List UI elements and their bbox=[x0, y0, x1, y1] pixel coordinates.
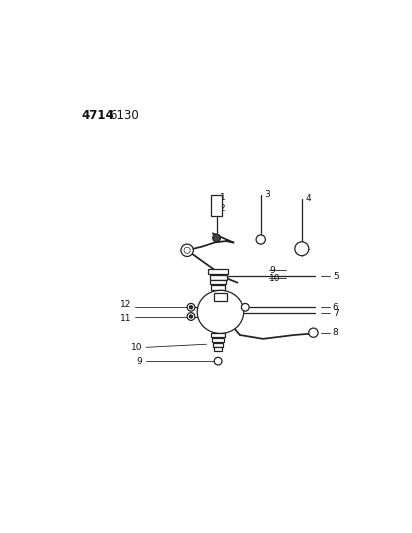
Text: 7: 7 bbox=[333, 309, 339, 318]
Text: 9: 9 bbox=[269, 266, 275, 275]
Bar bbox=[208, 269, 228, 274]
Text: 4: 4 bbox=[306, 194, 311, 203]
Bar bbox=[211, 334, 225, 337]
Text: 10: 10 bbox=[131, 343, 142, 352]
Text: 5: 5 bbox=[333, 272, 339, 281]
Text: 12: 12 bbox=[120, 300, 131, 309]
Text: 9: 9 bbox=[136, 357, 142, 366]
Text: 4714: 4714 bbox=[81, 109, 114, 122]
Circle shape bbox=[241, 303, 249, 311]
Bar bbox=[211, 280, 226, 284]
Text: 10: 10 bbox=[269, 274, 281, 284]
Text: 6130: 6130 bbox=[110, 109, 139, 122]
Circle shape bbox=[190, 306, 192, 309]
Circle shape bbox=[187, 313, 195, 320]
Bar bbox=[211, 195, 222, 216]
Circle shape bbox=[295, 242, 309, 256]
Ellipse shape bbox=[197, 290, 244, 334]
Text: 3: 3 bbox=[265, 190, 270, 199]
Circle shape bbox=[309, 328, 318, 337]
Bar bbox=[212, 338, 224, 342]
Circle shape bbox=[190, 315, 192, 318]
Bar bbox=[210, 275, 227, 280]
Bar bbox=[211, 285, 225, 289]
Bar bbox=[213, 343, 223, 346]
Circle shape bbox=[184, 247, 190, 253]
Text: 1: 1 bbox=[220, 193, 225, 203]
Text: 11: 11 bbox=[120, 313, 131, 322]
Circle shape bbox=[214, 357, 222, 365]
Text: 8: 8 bbox=[333, 328, 339, 337]
Text: 6: 6 bbox=[333, 303, 339, 312]
Circle shape bbox=[187, 303, 195, 311]
Bar bbox=[214, 294, 227, 301]
Bar bbox=[214, 348, 222, 351]
Text: 2: 2 bbox=[220, 204, 225, 213]
Circle shape bbox=[256, 235, 265, 244]
Circle shape bbox=[213, 234, 220, 242]
Circle shape bbox=[181, 244, 193, 256]
